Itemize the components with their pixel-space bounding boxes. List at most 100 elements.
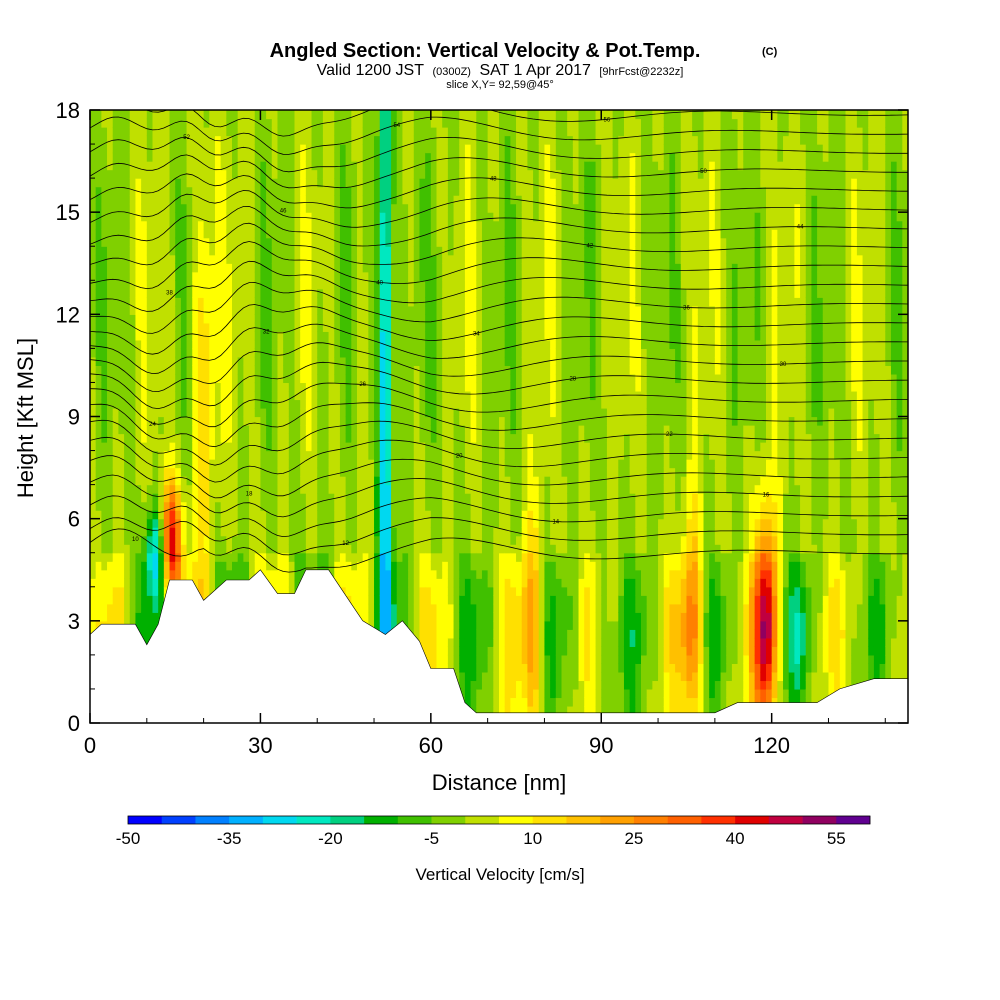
field-cell: [311, 288, 318, 298]
field-cell: [220, 356, 227, 367]
field-cell: [101, 178, 108, 188]
field-cell: [254, 442, 262, 452]
field-cell: [374, 220, 381, 230]
field-cell: [271, 186, 279, 196]
field-cell: [300, 118, 307, 128]
field-cell: [283, 246, 290, 256]
field-cell: [374, 229, 381, 239]
field-cell: [356, 390, 364, 401]
field-cell: [447, 399, 455, 409]
field-cell: [214, 518, 222, 528]
field-cell: [203, 135, 210, 145]
field-cell: [464, 493, 472, 503]
field-cell: [374, 110, 381, 120]
field-cell: [476, 152, 483, 162]
field-cell: [459, 467, 466, 477]
field-cell: [249, 348, 256, 358]
field-cell: [249, 305, 256, 315]
field-cell: [442, 603, 449, 613]
field-cell: [232, 433, 239, 443]
field-cell: [328, 220, 335, 230]
field-cell: [260, 442, 267, 452]
field-cell: [95, 501, 102, 511]
field-cell: [254, 407, 262, 418]
field-cell: [288, 314, 296, 324]
field-cell: [328, 127, 335, 137]
field-cell: [322, 433, 330, 443]
field-cell: [317, 544, 324, 554]
field-cell: [345, 135, 352, 145]
field-cell: [430, 365, 438, 375]
valid-utc: (0300Z): [432, 66, 471, 78]
field-cell: [464, 118, 472, 128]
field-cell: [339, 212, 347, 222]
field-cell: [413, 595, 421, 605]
field-cell: [180, 322, 188, 332]
field-cell: [192, 535, 199, 545]
field-cell: [334, 263, 341, 273]
field-cell: [146, 527, 154, 537]
field-cell: [470, 288, 477, 298]
field-cell: [419, 407, 426, 418]
field-cell: [464, 595, 472, 605]
field-cell: [118, 152, 125, 162]
field-cell: [470, 603, 477, 613]
field-cell: [158, 271, 165, 281]
field-cell: [214, 178, 222, 188]
field-cell: [476, 407, 483, 418]
field-cell: [237, 178, 244, 188]
field-cell: [339, 561, 347, 571]
field-cell: [334, 110, 341, 120]
field-cell: [436, 433, 443, 443]
field-cell: [90, 161, 97, 171]
field-cell: [385, 399, 392, 409]
field-cell: [408, 407, 415, 418]
field-cell: [220, 169, 227, 179]
field-cell: [180, 467, 188, 477]
field-cell: [220, 237, 227, 247]
field-cell: [90, 510, 97, 520]
field-cell: [163, 220, 171, 230]
field-cell: [107, 297, 114, 307]
field-cell: [112, 280, 119, 290]
field-cell: [220, 493, 227, 503]
field-cell: [396, 442, 404, 452]
field-cell: [129, 595, 137, 605]
field-cell: [226, 544, 233, 554]
field-cell: [243, 203, 250, 213]
field-cell: [135, 297, 142, 307]
field-cell: [158, 212, 165, 222]
field-cell: [379, 493, 386, 503]
field-cell: [283, 186, 290, 196]
field-cell: [283, 118, 290, 128]
field-cell: [328, 416, 335, 426]
field-cell: [288, 450, 296, 460]
field-cell: [436, 484, 443, 494]
field-cell: [95, 552, 102, 562]
field-cell: [288, 288, 296, 298]
field-cell: [175, 442, 182, 452]
field-cell: [146, 110, 154, 120]
field-cell: [379, 127, 386, 137]
field-cell: [260, 373, 267, 384]
field-cell: [288, 203, 296, 213]
field-cell: [322, 331, 330, 341]
field-cell: [464, 305, 472, 315]
field-cell: [464, 518, 472, 528]
field-cell: [334, 144, 341, 154]
field-cell: [356, 314, 364, 324]
field-cell: [379, 178, 386, 188]
field-cell: [368, 339, 375, 349]
field-cell: [442, 186, 449, 196]
field-cell: [334, 237, 341, 247]
field-cell: [470, 629, 477, 639]
field-cell: [237, 322, 244, 332]
field-cell: [391, 501, 398, 511]
field-cell: [266, 425, 273, 435]
field-cell: [345, 578, 352, 588]
field-cell: [328, 271, 335, 281]
field-cell: [283, 373, 290, 384]
field-cell: [112, 527, 119, 537]
field-cell: [226, 390, 233, 401]
field-cell: [283, 510, 290, 520]
